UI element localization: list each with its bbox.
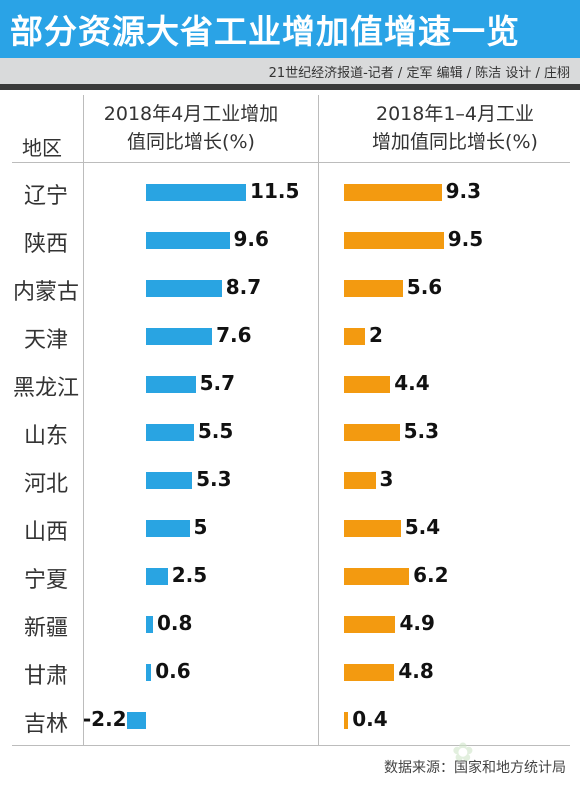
series1-value-label: 7.6 xyxy=(216,323,252,347)
series2-bar xyxy=(344,280,403,297)
series1-value-label: 5 xyxy=(193,515,208,539)
credit-bar: 21世纪经济报道-记者 / 定军 编辑 / 陈洁 设计 / 庄栩 xyxy=(0,58,580,84)
series1-value-label: -2.2 xyxy=(82,707,127,731)
region-label: 陕西 xyxy=(23,232,68,257)
region-label: 山东 xyxy=(23,424,68,449)
data-source: 数据来源：国家和地方统计局 xyxy=(384,760,566,776)
region-label: 宁夏 xyxy=(23,568,68,593)
series2-value-label: 5.3 xyxy=(403,419,440,443)
series2-value-label: 5.6 xyxy=(406,275,443,299)
series1-bar xyxy=(146,664,152,681)
series1-bar xyxy=(146,520,190,537)
region-label: 天津 xyxy=(23,328,68,353)
series1-value-label: 11.5 xyxy=(250,179,300,203)
series2-value-label: 4.4 xyxy=(394,371,430,395)
series1-bar xyxy=(146,424,194,441)
series2-value-label: 9.5 xyxy=(447,227,484,251)
series2-bar xyxy=(344,328,365,345)
series2-value-label: 4.8 xyxy=(398,659,434,683)
series2-bar xyxy=(344,376,391,393)
series1-bar xyxy=(126,712,146,729)
watermark-logo: ✿ xyxy=(452,738,474,768)
header-divider xyxy=(0,84,580,90)
series1-value-label: 0.6 xyxy=(155,659,191,683)
series1-value-label: 2.5 xyxy=(171,563,208,587)
series2-bar xyxy=(344,472,376,489)
series2-value-label: 9.3 xyxy=(445,179,482,203)
series1-bar xyxy=(146,376,196,393)
region-label: 吉林 xyxy=(23,712,68,737)
region-label: 新疆 xyxy=(23,616,68,641)
series1-bar xyxy=(146,184,247,201)
series2-header: 2018年1–4月工业 增加值同比增长(%) xyxy=(340,100,570,156)
region-label: 内蒙古 xyxy=(12,280,79,305)
series1-value-label: 0.8 xyxy=(156,611,193,635)
series1-bar xyxy=(146,616,153,633)
series2-bar xyxy=(344,616,396,633)
column-divider-right xyxy=(318,95,319,745)
series2-bar xyxy=(344,712,349,729)
column-divider-left xyxy=(83,95,84,745)
region-label: 黑龙江 xyxy=(12,376,79,401)
series1-bar xyxy=(146,472,193,489)
header-rule xyxy=(12,162,570,163)
series2-value-label: 2 xyxy=(369,323,383,347)
series2-header-line2: 增加值同比增长(%) xyxy=(372,131,538,153)
series2-value-label: 0.4 xyxy=(352,707,388,731)
series1-value-label: 5.5 xyxy=(197,419,234,443)
region-column-header: 地区 xyxy=(22,136,62,160)
credit-text: 21世纪经济报道-记者 / 定军 编辑 / 陈洁 设计 / 庄栩 xyxy=(268,65,570,81)
title-bar: 部分资源大省工业增加值增速一览 xyxy=(0,0,580,58)
series1-value-label: 5.3 xyxy=(196,467,232,491)
series1-value-label: 5.7 xyxy=(199,371,236,395)
series1-header-line2: 值同比增长(%) xyxy=(127,131,255,153)
region-label: 河北 xyxy=(23,472,68,497)
region-label: 甘肃 xyxy=(23,664,68,689)
series1-bar xyxy=(146,280,222,297)
region-label: 山西 xyxy=(23,520,68,545)
series1-bar xyxy=(146,568,168,585)
series1-bar xyxy=(146,328,213,345)
region-label: 辽宁 xyxy=(23,184,68,209)
series2-value-label: 3 xyxy=(379,467,394,491)
chart-title: 部分资源大省工业增加值增速一览 xyxy=(10,12,520,51)
series2-bar xyxy=(344,232,444,249)
series2-value-label: 5.4 xyxy=(404,515,441,539)
series2-bar xyxy=(344,424,400,441)
series1-value-label: 9.6 xyxy=(233,227,269,251)
series2-bar xyxy=(344,664,395,681)
series1-bar xyxy=(146,232,230,249)
series2-value-label: 6.2 xyxy=(413,563,449,587)
series2-bar xyxy=(344,568,410,585)
series2-header-line1: 2018年1–4月工业 xyxy=(375,103,535,125)
series1-value-label: 8.7 xyxy=(225,275,262,299)
series2-value-label: 4.9 xyxy=(399,611,435,635)
series2-bar xyxy=(344,520,401,537)
series1-header: 2018年4月工业增加 值同比增长(%) xyxy=(82,100,300,156)
series1-header-line1: 2018年4月工业增加 xyxy=(103,103,279,125)
bottom-rule xyxy=(12,745,570,746)
series2-bar xyxy=(344,184,442,201)
